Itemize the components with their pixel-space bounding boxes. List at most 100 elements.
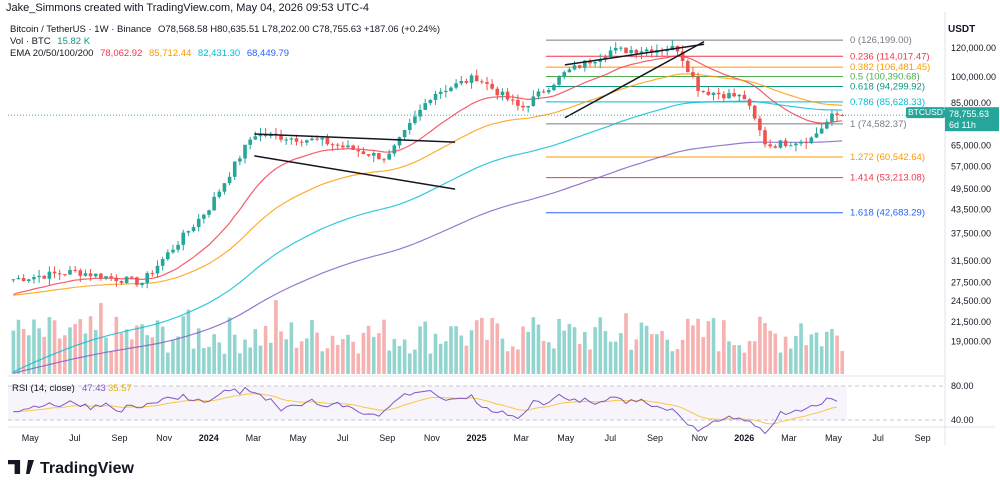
volume-bar [176,336,180,374]
candle-body [330,144,335,146]
candle-body [315,138,319,140]
volume-bar [480,317,484,374]
volume-bar [593,327,597,374]
header-bar: Jake_Simmons created with TradingView.co… [0,0,1000,16]
candle-body [521,105,525,108]
volume-bar [423,321,428,374]
volume-bar [248,347,252,374]
candle-body [557,76,561,85]
candle-body [510,99,515,101]
volume-bar [655,334,659,374]
volume-bar [222,353,227,374]
volume-bar [26,335,31,374]
time-tick-label: May [290,433,308,443]
candle-body [552,84,556,91]
volume-bar [402,339,407,374]
volume-bar [274,300,278,374]
candle-body [351,145,355,150]
candle-body [814,133,819,138]
volume-bar [37,328,41,374]
volume-bar [32,319,36,374]
volume-bar [639,322,644,374]
candle-body [305,140,309,143]
volume-bar [691,325,695,374]
volume-bar [42,336,47,374]
candle-body [799,141,803,144]
time-tick-label: Sep [647,433,663,443]
volume-bar [366,325,371,374]
ema-20-value: 78,062.92 [100,48,143,59]
candle-body [258,133,263,137]
tradingview-logo: TradingView [8,460,134,478]
price-tick-label: 21,500.00 [951,317,991,327]
candle-body [742,94,747,100]
time-tick-label: Nov [692,433,709,443]
candle-body [624,47,628,54]
volume-bar [526,331,530,374]
volume-bar [196,328,201,374]
price-tick-label: 85,000.00 [951,98,991,108]
volume-bar [166,352,170,374]
volume-bar [778,352,783,374]
symbol-name[interactable]: Bitcoin / TetherUS · 1W · Binance [10,24,152,35]
candle-body [809,137,814,144]
candle-body [701,90,706,92]
trendline-drawing [254,133,456,143]
rsi-tick-label: 80.00 [951,381,974,391]
volume-bar [191,348,196,374]
volume-bar [325,348,330,374]
candle-body [78,270,83,276]
time-tick-label: 2024 [199,433,219,443]
candle-body [722,94,726,99]
candle-body [407,123,412,131]
candle-body [634,50,639,54]
candle-body [402,130,407,138]
candle-body [186,231,191,233]
candle-body [377,153,381,160]
candle-body [279,135,283,140]
volume-bar [428,353,433,374]
volume-bar [747,340,752,374]
volume-bar [557,318,561,374]
time-tick-label: Jul [872,433,884,443]
volume-bar [536,324,541,374]
volume-bar [119,333,124,374]
fib-level-label: 0 (126,199.00) [850,35,912,46]
candle-body [325,137,330,145]
volume-bar [799,323,803,374]
volume-bar [546,342,551,374]
candle-body [212,196,216,211]
ema-line [13,73,843,296]
candle-body [145,273,150,283]
candle-body [73,269,77,271]
volume-bar [145,335,150,374]
candle-body [567,69,572,73]
price-tick-label: 65,000.00 [951,141,991,151]
fib-level-label: 0.5 (100,390.68) [850,72,920,83]
candle-body [26,279,31,281]
time-tick-label: May [825,433,843,443]
candle-body [649,49,654,53]
candle-body [438,91,443,94]
volume-bar [16,319,21,374]
volume-bar [433,333,438,374]
volume-bar [181,316,186,374]
volume-bar [305,338,309,374]
trendline-drawing [564,40,705,119]
ema-label[interactable]: EMA 20/50/100/200 [10,48,94,59]
candle-body [222,183,227,192]
candle-body [289,138,294,140]
candle-body [16,278,21,280]
volume-label[interactable]: Vol · BTC [10,36,51,47]
candle-body [516,99,520,106]
candle-body [830,113,834,122]
candle-body [104,276,108,279]
candle-body [93,273,98,277]
candle-body [310,138,314,141]
candle-body [371,153,376,156]
volume-bar [541,340,546,374]
candle-body [423,103,428,110]
rsi-ma-value: 35.57 [108,383,132,394]
volume-bar [124,329,129,374]
